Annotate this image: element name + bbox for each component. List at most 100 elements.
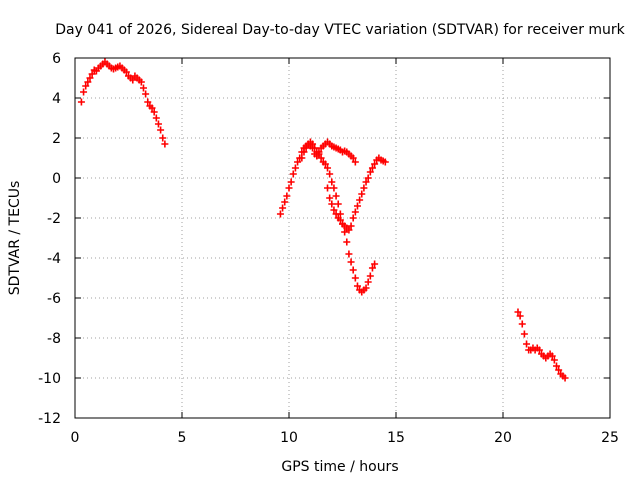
data-point: [309, 140, 317, 148]
grid: [75, 58, 610, 418]
data-point: [148, 104, 156, 112]
data-point: [283, 192, 291, 200]
data-point: [137, 78, 145, 86]
data-point: [287, 178, 295, 186]
data-point: [84, 78, 92, 86]
x-tick-label: 25: [601, 430, 619, 446]
data-point: [358, 190, 366, 198]
x-tick-label: 15: [387, 430, 405, 446]
data-point: [157, 126, 165, 134]
data-point: [139, 84, 147, 92]
data-point: [535, 346, 543, 354]
data-point: [289, 170, 297, 178]
series-1: [77, 58, 169, 148]
data-point: [351, 158, 359, 166]
y-tick-label: 0: [52, 171, 61, 187]
data-point: [368, 264, 376, 272]
data-point: [349, 214, 357, 222]
data-point: [324, 184, 332, 192]
x-tick-label: 10: [280, 430, 298, 446]
data-point: [332, 192, 340, 200]
data-point: [332, 210, 340, 218]
data-point: [523, 340, 531, 348]
data-point: [356, 196, 364, 204]
data-point: [514, 308, 522, 316]
y-tick-label: -4: [47, 251, 61, 267]
data-point: [300, 148, 308, 156]
data-point: [353, 282, 361, 290]
data-point: [328, 200, 336, 208]
data-point: [336, 216, 344, 224]
data-point: [291, 164, 299, 172]
data-point: [276, 210, 284, 218]
data-point: [294, 158, 302, 166]
data-point: [326, 194, 334, 202]
data-point: [345, 250, 353, 258]
data-point: [366, 272, 374, 280]
data-point: [144, 98, 152, 106]
series-4: [324, 154, 389, 234]
data-point: [351, 274, 359, 282]
data-point: [315, 150, 323, 158]
data-point: [362, 284, 370, 292]
y-tick-label: 6: [52, 51, 61, 67]
x-tick-label: 20: [494, 430, 512, 446]
data-point: [364, 278, 372, 286]
y-tick-label: -12: [38, 411, 61, 427]
data-point: [381, 158, 389, 166]
data-point: [129, 76, 137, 84]
data-point: [364, 174, 372, 182]
data-point: [553, 362, 560, 370]
data-point: [548, 352, 556, 360]
y-tick-label: 2: [52, 131, 61, 147]
data-point: [298, 154, 306, 162]
data-point: [324, 164, 332, 172]
data-point: [366, 168, 374, 176]
x-tick-label: 0: [71, 430, 80, 446]
data-point: [360, 184, 368, 192]
plot-frame: [74, 57, 611, 419]
y-tick-label: -6: [47, 291, 61, 307]
data-point: [330, 206, 338, 214]
data-point: [281, 198, 289, 206]
data-point: [343, 238, 351, 246]
data-point: [561, 374, 569, 382]
data-point: [555, 366, 563, 374]
data-point: [334, 200, 342, 208]
data-point: [285, 184, 293, 192]
data-point: [347, 222, 355, 230]
data-point: [86, 74, 94, 82]
data-point: [326, 170, 334, 178]
data-point: [330, 184, 338, 192]
data-point: [122, 68, 130, 76]
data-point: [518, 320, 526, 328]
data-point: [328, 178, 336, 186]
y-tick-label: -8: [47, 331, 61, 347]
axis-ticks: [74, 57, 611, 419]
data-point: [345, 226, 353, 234]
y-tick-label: -10: [38, 371, 61, 387]
data-point: [150, 108, 158, 116]
data-point: [302, 144, 310, 152]
data-point: [88, 70, 96, 78]
series-5: [514, 308, 569, 382]
data-point: [341, 228, 349, 236]
data-point: [550, 356, 558, 364]
data-points: [77, 58, 569, 382]
chart-title: Day 041 of 2026, Sidereal Day-to-day VTE…: [55, 22, 625, 38]
data-point: [371, 160, 379, 168]
data-point: [142, 90, 150, 98]
y-tick-labels: -12 -10 -8 -6 -4 -2 0 2 4 6: [38, 51, 61, 427]
data-point: [362, 178, 370, 186]
y-axis-label: SDTVAR / TECUs: [7, 181, 23, 296]
data-point: [152, 114, 160, 122]
data-point: [82, 82, 90, 90]
x-tick-labels: 0 5 10 15 20 25: [71, 430, 619, 446]
data-point: [321, 160, 329, 168]
data-point: [349, 154, 357, 162]
data-point: [371, 260, 379, 268]
data-point: [351, 208, 359, 216]
data-point: [317, 154, 325, 162]
y-tick-label: -2: [47, 211, 61, 227]
